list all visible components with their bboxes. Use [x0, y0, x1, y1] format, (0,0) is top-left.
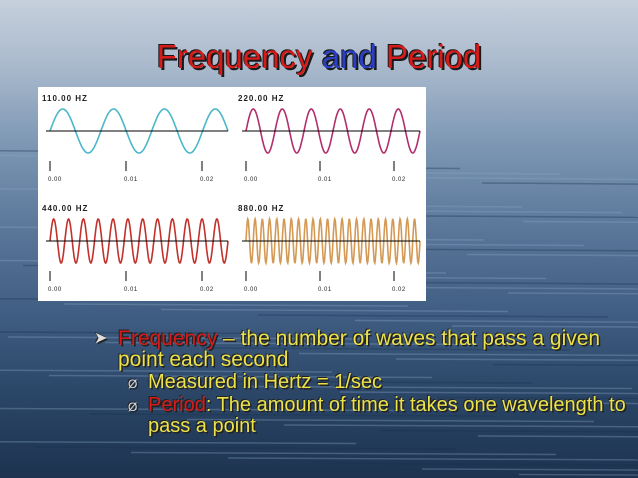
tick-label: 0.00 [244, 177, 258, 183]
sea-streak [481, 182, 638, 185]
frequency-label: 440.00 HZ [42, 204, 88, 213]
tick-label: 0.02 [200, 177, 214, 183]
title-word: Period [385, 38, 482, 75]
title-word: Frequency [156, 38, 313, 75]
tick-label: 0.02 [392, 287, 406, 293]
sea-streak [466, 253, 638, 257]
title-word: and [321, 38, 377, 75]
sub-bullet: Measured in Hertz = 1/sec [96, 371, 631, 396]
tick-label: 0.00 [48, 287, 62, 293]
sea-streak [227, 457, 638, 461]
sea-streak [384, 176, 638, 181]
sea-streak [425, 215, 638, 219]
sub-bullet: Period: The amount of time it takes one … [96, 395, 631, 437]
sea-streak [507, 292, 638, 295]
sine-wave [49, 108, 229, 154]
sea-streak [421, 468, 638, 471]
sea-streak [518, 473, 638, 476]
sea-streak [354, 319, 638, 323]
sea-streak [257, 314, 609, 318]
tick-label: 0.02 [392, 177, 406, 183]
tick-label: 0.01 [124, 177, 138, 183]
frequency-label: 880.00 HZ [238, 204, 284, 213]
sea-streak [160, 308, 509, 313]
bullet-text: : The amount of time it takes one wavele… [148, 394, 626, 437]
sea-streak [63, 303, 409, 307]
sea-streak [33, 446, 457, 450]
slide-title: Frequency and Period [0, 38, 638, 76]
sea-streak [0, 441, 357, 445]
tick-label: 0.01 [124, 287, 138, 293]
bullet-list: Frequency – the number of waves that pas… [94, 327, 631, 437]
bullet-text: Measured in Hertz = 1/sec [148, 371, 382, 393]
tick-label: 0.02 [200, 287, 214, 293]
bullet-text: – the number of waves that pass a given … [118, 327, 601, 371]
tick-label: 0.01 [318, 287, 332, 293]
sea-streak [324, 462, 638, 466]
bullet: Frequency – the number of waves that pas… [94, 327, 631, 371]
frequency-label: 220.00 HZ [238, 94, 284, 103]
frequency-label: 110.00 HZ [42, 94, 88, 103]
bullet-term: Frequency [118, 327, 218, 350]
sea-streak [410, 286, 638, 290]
tick-label: 0.01 [318, 177, 332, 183]
sea-streak [451, 325, 638, 328]
bullet-term: Period [148, 394, 206, 416]
tick-label: 0.00 [48, 177, 62, 183]
tick-label: 0.00 [244, 287, 258, 293]
sea-streak [522, 220, 638, 224]
sea-streak [130, 451, 557, 456]
wave-figure: 110.00 HZ 0.00 0.01 0.02 220.00 HZ 0.00 0.01 0.… [38, 87, 426, 301]
